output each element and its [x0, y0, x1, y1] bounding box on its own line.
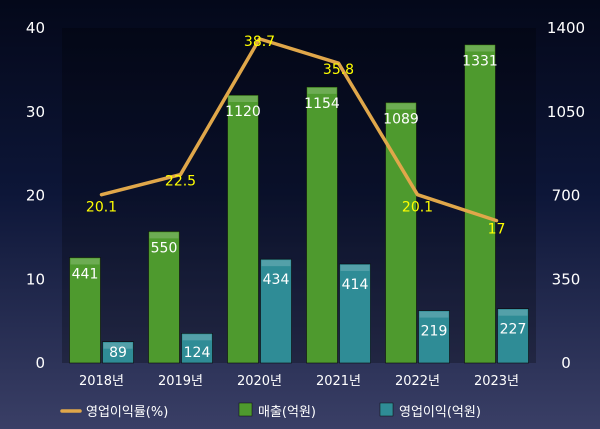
line-data-label: 20.1 [86, 200, 117, 216]
plot-area [62, 28, 536, 363]
bar-highlight [498, 309, 528, 316]
bar-operating-profit [181, 333, 213, 364]
left-axis-tick: 0 [35, 354, 45, 372]
category-label: 2021년 [316, 374, 361, 389]
legend-label: 영업이익(억원) [399, 405, 481, 420]
bar-data-label: 227 [500, 322, 527, 338]
right-axis-tick: 350 [552, 270, 581, 288]
line-data-label: 22.5 [165, 174, 196, 190]
operating-margin-line [99, 37, 499, 223]
bar-highlight [261, 260, 291, 267]
right-axis-tick: 1400 [547, 19, 585, 37]
legend-label: 영업이익률(%) [86, 405, 168, 420]
bar-data-label: 441 [72, 266, 99, 282]
bar-data-label: 414 [342, 277, 369, 293]
bar-revenue [148, 231, 180, 364]
bar-data-label: 1120 [225, 104, 261, 120]
left-axis-tick: 10 [26, 270, 45, 288]
bar-revenue [69, 257, 101, 364]
category-label: 2019년 [158, 374, 203, 389]
bar-highlight [228, 96, 258, 102]
line-data-label: 17 [488, 222, 506, 238]
left-axis-tick: 20 [26, 187, 45, 205]
legend-bar-swatch [379, 402, 394, 417]
right-axis-tick: 0 [561, 354, 571, 372]
bar-operating-profit [102, 341, 134, 364]
bar-data-label: 1331 [462, 54, 498, 70]
bar-highlight [307, 87, 337, 94]
bar-highlight [419, 311, 449, 318]
bar-highlight [386, 103, 416, 110]
bar-revenue [227, 94, 259, 364]
legend-label: 매출(억원) [258, 405, 316, 420]
right-axis-tick: 1050 [547, 103, 585, 121]
left-axis-tick: 40 [26, 19, 45, 37]
legend-bar-swatch [238, 402, 253, 417]
category-label: 2023년 [474, 374, 519, 389]
bar-data-label: 124 [184, 345, 211, 361]
bar-data-label: 550 [151, 240, 178, 256]
bar-data-label: 89 [109, 345, 127, 361]
line-data-label: 38.7 [244, 34, 275, 50]
bar-data-label: 219 [421, 324, 448, 340]
right-axis-tick: 700 [552, 187, 581, 205]
category-label: 2018년 [79, 374, 124, 389]
category-label: 2022년 [395, 374, 440, 389]
bar-highlight [340, 264, 370, 271]
bar-highlight [70, 258, 100, 265]
bar-operating-profit [339, 263, 371, 364]
bar-highlight [103, 342, 133, 349]
bar-highlight [465, 45, 495, 52]
bar-revenue [306, 86, 338, 364]
bar-data-label: 434 [263, 272, 290, 288]
bar-highlight [149, 232, 179, 239]
line-data-label: 20.1 [402, 200, 433, 216]
category-label: 2020년 [237, 374, 282, 389]
bar-operating-profit [418, 310, 450, 364]
bar-operating-profit [260, 258, 292, 364]
left-axis-tick: 30 [26, 103, 45, 121]
bar-data-label: 1089 [383, 111, 419, 127]
line-data-label: 35.8 [323, 62, 354, 78]
bar-revenue [385, 102, 417, 364]
bar-highlight [182, 334, 212, 341]
bar-revenue [464, 44, 496, 364]
bar-operating-profit [497, 308, 529, 364]
bar-data-label: 1154 [304, 96, 340, 112]
